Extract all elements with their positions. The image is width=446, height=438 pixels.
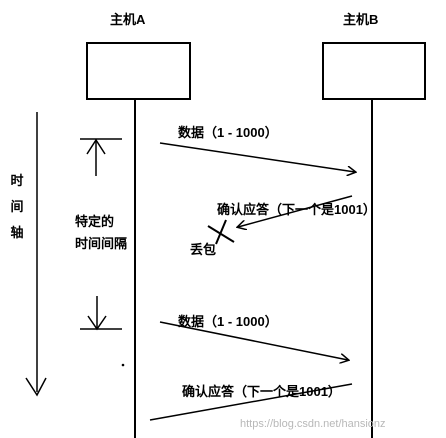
watermark: https://blog.csdn.net/hansionz — [240, 418, 386, 430]
stray-dot — [121, 363, 125, 367]
ack-message-resend-arrow — [149, 383, 353, 421]
packet-lost-cross-2 — [215, 219, 227, 245]
data-message-resend-arrow — [159, 321, 348, 360]
host-a-label: 主机A — [110, 12, 146, 27]
packet-lost-label: 丢包 — [190, 242, 217, 257]
interval-up-arrowhead — [86, 138, 106, 155]
interval-label-line2: 时间间隔 — [75, 236, 128, 251]
interval-label-line1: 特定的 — [75, 214, 115, 229]
ack-message-first-arrow — [238, 195, 353, 227]
host-b-label: 主机B — [343, 12, 379, 27]
data-message-first-arrow — [159, 142, 355, 172]
time-axis-arrowhead — [25, 377, 47, 397]
ack-message-first-label: 确认应答（下一个是1001） — [217, 202, 376, 217]
data-message-first-label: 数据（1 - 1000） — [178, 125, 278, 140]
data-message-resend-label: 数据（1 - 1000） — [178, 314, 278, 329]
host-a-box — [86, 42, 191, 100]
time-axis-label: 时间轴 — [10, 173, 24, 240]
ack-message-resend-label: 确认应答（下一个是1001） — [182, 384, 341, 399]
host-b-box — [322, 42, 426, 100]
